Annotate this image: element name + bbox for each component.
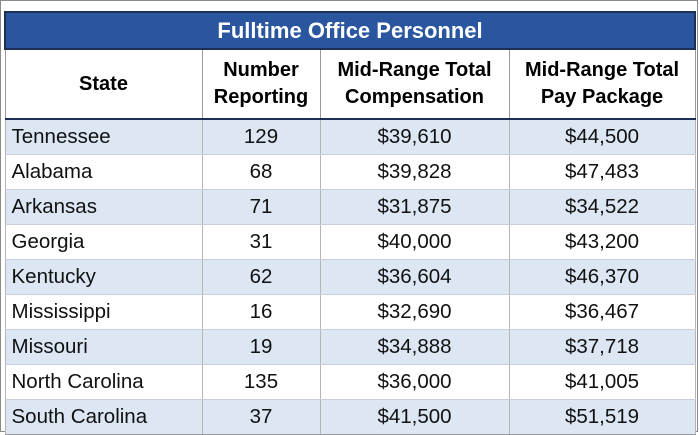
cell-number-reporting: 62 bbox=[201, 259, 321, 295]
cell-number-reporting: 71 bbox=[201, 189, 321, 225]
cell-compensation: $36,000 bbox=[319, 364, 510, 400]
header-line: Mid-Range Total bbox=[524, 59, 680, 81]
cell-number-reporting: 129 bbox=[201, 118, 321, 155]
header-compensation: Mid-Range Total Compensation bbox=[319, 48, 510, 120]
cell-number-reporting: 68 bbox=[201, 154, 321, 190]
cell-state: Kentucky bbox=[4, 259, 203, 295]
header-line: Number bbox=[223, 59, 299, 81]
cell-compensation: $39,828 bbox=[319, 154, 510, 190]
cell-pay-package: $36,467 bbox=[508, 294, 696, 330]
header-row: State Number Reporting Mid-Range Total Compe… bbox=[4, 48, 696, 120]
header-line: Mid-Range Total bbox=[337, 59, 492, 81]
table-row: Missouri 19 $34,888 $37,718 bbox=[4, 329, 696, 365]
cell-compensation: $41,500 bbox=[319, 399, 510, 435]
header-number-reporting: Number Reporting bbox=[201, 48, 321, 120]
cell-pay-package: $51,519 bbox=[508, 399, 696, 435]
table-row: Alabama 68 $39,828 $47,483 bbox=[4, 154, 696, 190]
table-row: Kentucky 62 $36,604 $46,370 bbox=[4, 259, 696, 295]
header-line: Reporting bbox=[213, 86, 309, 108]
cell-pay-package: $41,005 bbox=[508, 364, 696, 400]
table-title: Fulltime Office Personnel bbox=[3, 11, 697, 50]
cell-number-reporting: 16 bbox=[201, 294, 321, 330]
cell-state: Missouri bbox=[4, 329, 203, 365]
table-row: Arkansas 71 $31,875 $34,522 bbox=[4, 189, 696, 225]
cell-pay-package: $47,483 bbox=[508, 154, 696, 190]
cell-compensation: $34,888 bbox=[319, 329, 510, 365]
header-line: Pay Package bbox=[540, 86, 664, 108]
header-line: State bbox=[79, 72, 128, 95]
personnel-table: Fulltime Office Personnel State Number Rep… bbox=[3, 11, 697, 435]
cell-pay-package: $46,370 bbox=[508, 259, 696, 295]
cell-state: North Carolina bbox=[4, 364, 203, 400]
table-row: North Carolina 135 $36,000 $41,005 bbox=[4, 364, 696, 400]
cell-number-reporting: 37 bbox=[201, 399, 321, 435]
cell-state: Arkansas bbox=[4, 189, 203, 225]
header-pay-package: Mid-Range Total Pay Package bbox=[508, 48, 696, 120]
table-row: South Carolina 37 $41,500 $51,519 bbox=[4, 399, 696, 435]
cell-pay-package: $44,500 bbox=[508, 118, 696, 155]
cell-pay-package: $37,718 bbox=[508, 329, 696, 365]
table-body: Tennessee 129 $39,610 $44,500 Alabama 68 $39,8… bbox=[4, 118, 696, 435]
cell-number-reporting: 31 bbox=[201, 224, 321, 260]
cell-state: Alabama bbox=[4, 154, 203, 190]
cell-compensation: $31,875 bbox=[319, 189, 510, 225]
cell-compensation: $32,690 bbox=[319, 294, 510, 330]
header-line: Compensation bbox=[345, 86, 484, 108]
cell-state: Tennessee bbox=[4, 118, 203, 155]
cell-compensation: $40,000 bbox=[319, 224, 510, 260]
cell-state: Mississippi bbox=[4, 294, 203, 330]
cell-pay-package: $34,522 bbox=[508, 189, 696, 225]
cell-pay-package: $43,200 bbox=[508, 224, 696, 260]
cell-state: South Carolina bbox=[4, 399, 203, 435]
header-state: State bbox=[4, 48, 203, 120]
table-row: Georgia 31 $40,000 $43,200 bbox=[4, 224, 696, 260]
cell-compensation: $36,604 bbox=[319, 259, 510, 295]
table-row: Mississippi 16 $32,690 $36,467 bbox=[4, 294, 696, 330]
cell-compensation: $39,610 bbox=[319, 118, 510, 155]
cell-state: Georgia bbox=[4, 224, 203, 260]
table-row: Tennessee 129 $39,610 $44,500 bbox=[4, 118, 696, 155]
cell-number-reporting: 19 bbox=[201, 329, 321, 365]
cell-number-reporting: 135 bbox=[201, 364, 321, 400]
title-row: Fulltime Office Personnel bbox=[3, 11, 697, 50]
